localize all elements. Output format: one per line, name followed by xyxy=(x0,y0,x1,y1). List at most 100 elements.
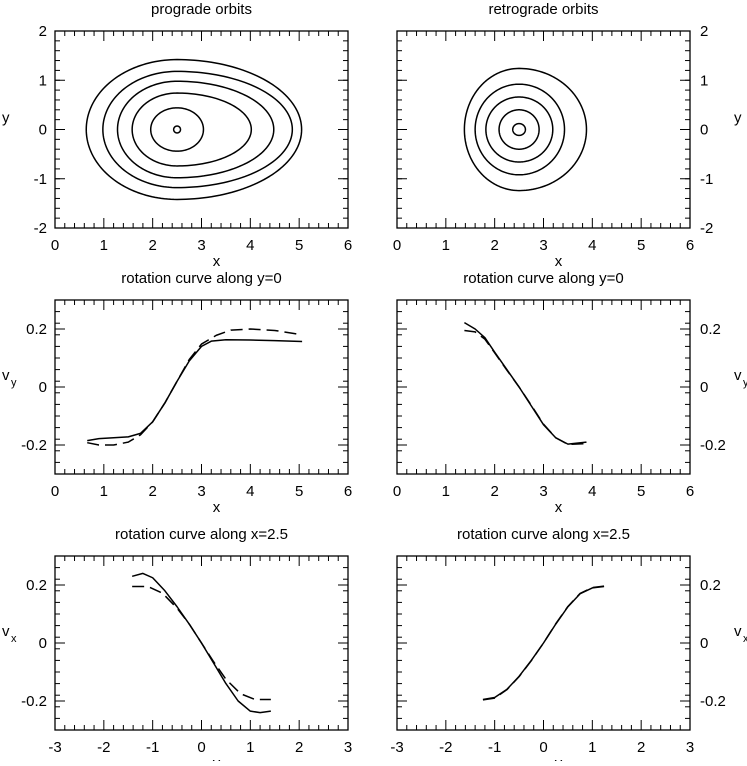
x-tick-label: 0 xyxy=(393,237,401,254)
x-tick-label: 3 xyxy=(539,237,547,254)
panel-6: -3 -2 -1 0 1 2 3 -0.2 0 0.2 rotation curve along x… xyxy=(390,526,747,766)
orbit-curve-2 xyxy=(102,70,294,189)
x-tick-label: -1 xyxy=(488,739,501,756)
y-tick-label: 0 xyxy=(700,122,708,139)
orbit-curve-4 xyxy=(498,109,540,150)
y-tick-label: -1 xyxy=(700,171,713,188)
y-tick-label: 1 xyxy=(39,72,47,89)
x-axis-label: y xyxy=(555,755,563,761)
panel-title: rotation curve along x=2.5 xyxy=(457,526,630,543)
x-tick-label: 3 xyxy=(197,237,205,254)
x-tick-label: 5 xyxy=(637,483,645,500)
data-layer xyxy=(131,572,271,714)
x-tick-label: 2 xyxy=(295,739,303,756)
x-tick-label: -2 xyxy=(97,739,110,756)
x-tick-label: 3 xyxy=(686,739,694,756)
x-tick-label: 1 xyxy=(588,739,596,756)
panel-title: prograde orbits xyxy=(151,1,252,18)
x-tick-label: 1 xyxy=(100,483,108,500)
series-line-1 xyxy=(87,338,303,442)
x-tick-label: 6 xyxy=(344,483,352,500)
y-axis-label-subscript: y xyxy=(11,377,17,389)
data-layer xyxy=(85,58,303,201)
y-axis-label: v xyxy=(734,623,742,640)
data-layer xyxy=(463,67,588,192)
x-axis-label: x xyxy=(555,253,563,270)
y-tick-label: 0.2 xyxy=(26,321,47,338)
y-tick-label: -0.2 xyxy=(21,693,47,710)
y-tick-label: 0.2 xyxy=(26,577,47,594)
x-tick-label: 5 xyxy=(295,237,303,254)
x-tick-label: 6 xyxy=(686,483,694,500)
x-tick-label: 6 xyxy=(344,237,352,254)
x-axis-label: y xyxy=(213,755,221,761)
y-axis-label-subscript: x xyxy=(11,633,17,645)
plot-frame xyxy=(54,299,349,475)
orbit-curve-4 xyxy=(131,92,253,167)
series-line-2 xyxy=(482,585,605,701)
x-tick-label: 2 xyxy=(148,483,156,500)
y-tick-label: 0.2 xyxy=(700,577,721,594)
y-tick-label: -2 xyxy=(700,220,713,237)
y-axis-label: v xyxy=(2,623,10,640)
y-tick-label: 0 xyxy=(39,635,47,652)
y-tick-label: 0.2 xyxy=(700,321,721,338)
y-tick-label: 2 xyxy=(39,23,47,40)
series-line-1 xyxy=(482,585,605,701)
x-axis-label: x xyxy=(555,499,563,516)
x-tick-label: 4 xyxy=(588,483,596,500)
y-tick-label: 0 xyxy=(700,379,708,396)
y-tick-label: 1 xyxy=(700,72,708,89)
x-tick-label: -1 xyxy=(146,739,159,756)
x-tick-label: 1 xyxy=(442,237,450,254)
x-tick-label: 0 xyxy=(51,483,59,500)
panel-title: rotation curve along x=2.5 xyxy=(115,526,288,543)
y-axis-label: v xyxy=(2,367,10,384)
y-tick-label: 0 xyxy=(700,635,708,652)
panel-3: 0 1 2 3 4 5 6 -0.2 0 0.2 rotation curve along y=0 x… xyxy=(2,270,352,516)
panel-1: 0 1 2 3 4 5 6 -2 -1 0 1 2 prograde orbits x y xyxy=(2,1,352,270)
x-tick-label: 1 xyxy=(442,483,450,500)
y-tick-label: -2 xyxy=(34,220,47,237)
y-tick-label: 0 xyxy=(39,122,47,139)
panel-4: 0 1 2 3 4 5 6 -0.2 0 0.2 rotation curve along y=0 x… xyxy=(393,270,747,516)
plot-frame xyxy=(396,299,691,475)
x-tick-label: -3 xyxy=(48,739,61,756)
orbit-curve-1 xyxy=(85,58,303,201)
y-axis-label-subscript: x xyxy=(743,633,747,645)
x-tick-label: 5 xyxy=(637,237,645,254)
x-tick-label: 3 xyxy=(539,483,547,500)
x-tick-label: 3 xyxy=(197,483,205,500)
orbit-curve-1 xyxy=(463,67,588,192)
x-tick-label: 1 xyxy=(100,237,108,254)
x-tick-label: 2 xyxy=(490,237,498,254)
plot-frame xyxy=(396,30,691,229)
x-tick-label: 1 xyxy=(246,739,254,756)
orbit-curve-3 xyxy=(116,80,275,179)
y-tick-label: -0.2 xyxy=(700,693,726,710)
x-tick-label: 2 xyxy=(148,237,156,254)
panel-2: 0 1 2 3 4 5 6 -2 -1 0 1 2 retrograde orbits x y xyxy=(393,1,742,270)
data-layer xyxy=(87,328,303,446)
panel-title: retrograde orbits xyxy=(488,1,598,18)
x-tick-label: 5 xyxy=(295,483,303,500)
y-tick-label: -1 xyxy=(34,171,47,188)
x-tick-label: 3 xyxy=(344,739,352,756)
x-tick-label: 0 xyxy=(539,739,547,756)
data-layer xyxy=(482,585,605,701)
orbit-curve-5 xyxy=(149,107,205,152)
y-tick-label: 0 xyxy=(39,379,47,396)
y-axis-label-subscript: y xyxy=(743,377,747,389)
y-axis-label: y xyxy=(734,110,742,127)
series-line-2 xyxy=(132,585,271,701)
series-line-2 xyxy=(464,329,587,446)
x-tick-label: 6 xyxy=(686,237,694,254)
y-tick-label: -0.2 xyxy=(700,437,726,454)
panel-title: rotation curve along y=0 xyxy=(121,270,282,287)
x-tick-label: -2 xyxy=(439,739,452,756)
x-tick-label: 2 xyxy=(490,483,498,500)
x-axis-label: x xyxy=(213,499,221,516)
x-tick-label: 0 xyxy=(51,237,59,254)
panel-title: rotation curve along y=0 xyxy=(463,270,624,287)
